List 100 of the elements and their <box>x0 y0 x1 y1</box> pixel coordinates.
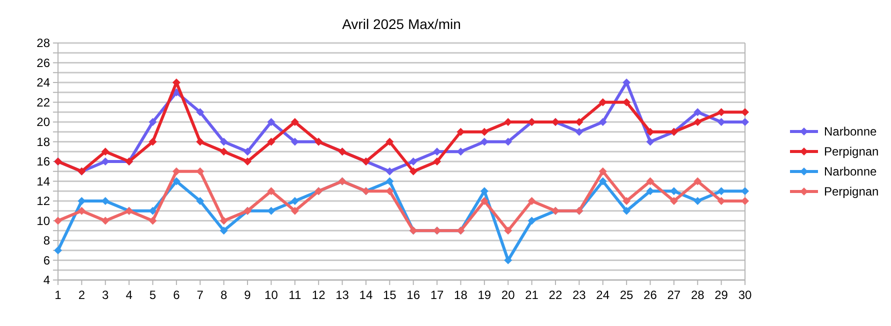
x-tick-label: 30 <box>738 288 752 302</box>
legend-label: Perpignan <box>824 184 879 199</box>
point <box>54 246 62 254</box>
y-tick-label: 22 <box>36 95 50 110</box>
point <box>54 216 62 225</box>
point <box>694 197 702 205</box>
point <box>598 177 607 186</box>
x-tick-label: 22 <box>548 288 562 302</box>
y-tick-label: 10 <box>36 214 50 228</box>
point <box>196 197 204 205</box>
y-tick-label: 28 <box>36 36 50 50</box>
point <box>220 138 228 146</box>
point <box>267 187 276 196</box>
point <box>220 216 228 225</box>
point <box>290 118 299 126</box>
chart-title: Avril 2025 Max/min <box>342 16 461 32</box>
point <box>290 197 299 205</box>
point <box>386 177 394 186</box>
point <box>622 98 631 106</box>
point <box>196 138 204 146</box>
point <box>78 206 86 215</box>
point <box>646 177 654 186</box>
point <box>409 158 418 166</box>
point <box>504 226 512 235</box>
point <box>148 216 157 225</box>
x-tick-label: 19 <box>478 288 492 302</box>
point <box>101 216 110 225</box>
point <box>148 138 157 146</box>
x-tick-label: 7 <box>196 288 204 302</box>
point <box>480 197 488 205</box>
legend-label: Perpignan <box>824 144 879 159</box>
point <box>528 216 536 225</box>
point <box>196 108 204 116</box>
point <box>220 226 228 235</box>
point <box>694 108 702 116</box>
point <box>622 197 631 205</box>
point <box>101 148 110 156</box>
y-tick-label: 4 <box>43 273 50 288</box>
point <box>386 167 394 176</box>
x-tick-label: 27 <box>667 288 681 302</box>
point <box>741 187 749 196</box>
x-tick-label: 11 <box>288 288 302 302</box>
y-tick-label: 16 <box>36 154 50 169</box>
point <box>244 158 252 166</box>
x-tick-label: 5 <box>149 288 156 302</box>
point <box>244 148 252 156</box>
y-tick-label: 24 <box>36 76 50 90</box>
point <box>386 138 394 146</box>
point <box>528 197 536 205</box>
x-tick-label: 20 <box>501 288 516 302</box>
point <box>575 128 584 136</box>
y-tick-label: 18 <box>36 134 50 149</box>
y-tick-label: 8 <box>43 234 50 248</box>
x-tick-label: 3 <box>102 288 110 302</box>
point <box>694 118 702 126</box>
x-tick-label: 16 <box>406 288 420 302</box>
point <box>646 138 654 146</box>
point <box>622 206 631 215</box>
point <box>290 206 299 215</box>
legend-label: Narbonne <box>824 164 878 179</box>
point <box>172 177 180 186</box>
x-tick-label: 9 <box>244 288 252 302</box>
point <box>267 138 276 146</box>
point <box>172 167 180 176</box>
x-tick-label: 23 <box>572 288 586 302</box>
y-tick-label: 12 <box>36 194 50 208</box>
y-tick-label: 14 <box>36 174 50 188</box>
x-tick-label: 14 <box>359 288 373 302</box>
x-tick-label: 28 <box>690 288 705 302</box>
y-tick-label: 26 <box>36 56 50 70</box>
x-tick-label: 21 <box>525 288 539 302</box>
x-tick-label: 1 <box>54 288 62 302</box>
point <box>267 118 276 126</box>
point <box>220 148 228 156</box>
x-tick-label: 4 <box>126 288 133 302</box>
y-tick-label: 6 <box>43 253 50 268</box>
x-tick-label: 29 <box>714 288 728 302</box>
x-tick-label: 24 <box>596 288 610 302</box>
x-tick-label: 26 <box>644 288 658 302</box>
point <box>409 167 418 176</box>
point <box>670 197 678 205</box>
point <box>741 108 749 116</box>
x-tick-label: 25 <box>620 288 634 302</box>
legend-label: Narbonne <box>824 124 878 139</box>
x-tick-label: 18 <box>454 288 468 302</box>
point <box>504 256 512 264</box>
point <box>598 118 607 126</box>
point <box>433 158 442 166</box>
x-tick-label: 6 <box>173 288 180 302</box>
x-tick-label: 8 <box>220 288 228 302</box>
x-tick-label: 12 <box>312 288 326 302</box>
point <box>148 118 157 126</box>
y-tick-label: 20 <box>36 115 50 130</box>
point <box>480 187 488 196</box>
point <box>598 167 607 176</box>
x-tick-label: 2 <box>78 288 86 302</box>
point <box>622 78 631 86</box>
x-tick-label: 17 <box>430 288 444 302</box>
x-tick-label: 13 <box>336 288 350 302</box>
point <box>694 177 702 186</box>
